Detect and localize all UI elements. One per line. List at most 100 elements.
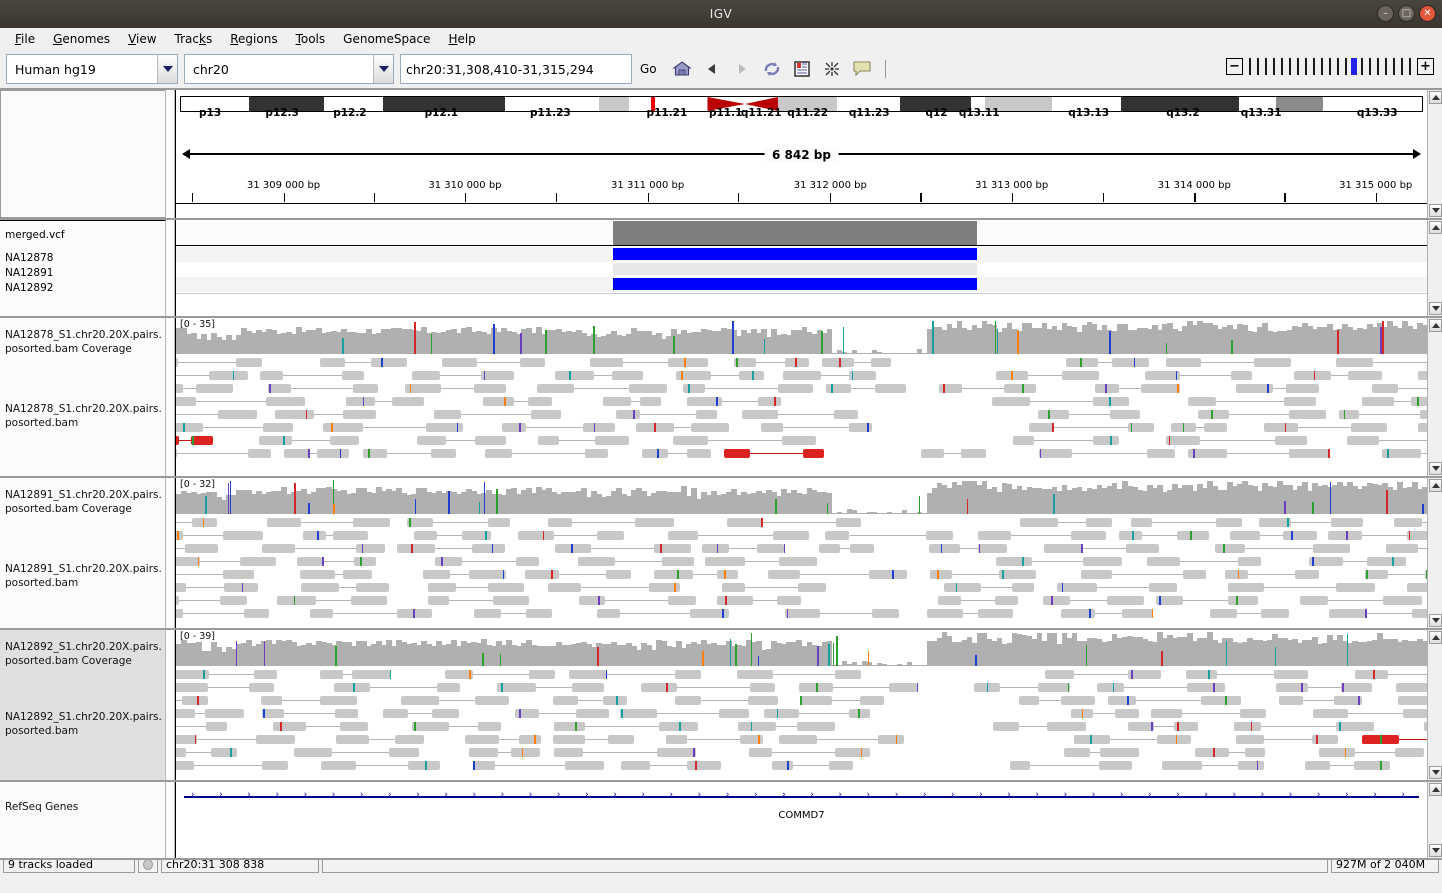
zoom-tick-9[interactable] [1310, 57, 1318, 75]
alignment-read-row[interactable] [176, 384, 1427, 393]
alignment-read-row[interactable] [176, 696, 1427, 705]
chevron-down-icon[interactable] [157, 55, 177, 83]
scroll-up-icon[interactable] [1429, 783, 1442, 796]
read[interactable] [468, 570, 507, 579]
read[interactable] [781, 436, 817, 445]
read[interactable] [756, 544, 785, 553]
read[interactable] [1328, 531, 1362, 540]
read[interactable] [871, 609, 900, 618]
read[interactable] [1201, 696, 1241, 705]
read[interactable] [1236, 384, 1274, 393]
read[interactable] [1109, 410, 1140, 419]
read[interactable] [400, 696, 439, 705]
read[interactable] [716, 596, 754, 605]
read[interactable] [834, 670, 862, 679]
read[interactable] [833, 410, 859, 419]
genome-selector[interactable]: Human hg19 [6, 54, 178, 84]
read[interactable] [176, 436, 180, 445]
read[interactable] [330, 436, 360, 445]
read[interactable] [721, 583, 745, 592]
read[interactable] [849, 371, 877, 380]
read[interactable] [798, 583, 826, 592]
read[interactable] [1106, 596, 1144, 605]
zoom-tick-2[interactable] [1254, 57, 1262, 75]
read[interactable] [1244, 748, 1266, 757]
vcf-variant-row[interactable] [176, 221, 1427, 246]
alignment-read-row[interactable] [176, 570, 1427, 579]
read[interactable] [370, 358, 407, 367]
read[interactable] [1121, 609, 1154, 618]
read[interactable] [1118, 531, 1142, 540]
read[interactable] [757, 397, 782, 406]
read[interactable] [1057, 583, 1097, 592]
read[interactable] [352, 518, 391, 527]
read[interactable] [1383, 596, 1422, 605]
chromosome-selector[interactable]: chr20 [184, 54, 394, 84]
refseq-scrollbar[interactable] [1427, 782, 1442, 858]
read[interactable] [736, 670, 773, 679]
read[interactable] [818, 544, 840, 553]
read[interactable] [321, 761, 356, 770]
read[interactable] [683, 384, 705, 393]
read[interactable] [417, 436, 446, 445]
read[interactable] [1187, 397, 1216, 406]
read[interactable] [1264, 423, 1299, 432]
refseq-data-panel[interactable]: COMMD7 › › › › › › › › › › › › › › › › › › › › › › › › › › › › › › › › ›… [175, 782, 1427, 858]
read[interactable] [773, 531, 809, 540]
read[interactable] [589, 358, 623, 367]
read[interactable] [761, 423, 784, 432]
read[interactable] [849, 544, 874, 553]
read[interactable] [1064, 748, 1091, 757]
read[interactable] [1176, 531, 1209, 540]
read[interactable] [176, 423, 203, 432]
go-button[interactable]: Go [640, 62, 657, 76]
read[interactable] [667, 358, 708, 367]
read[interactable] [1224, 570, 1248, 579]
read[interactable] [649, 583, 680, 592]
read[interactable] [1419, 410, 1427, 419]
read[interactable] [1166, 358, 1202, 367]
coverage-track-2[interactable]: [0 - 39] [176, 630, 1427, 666]
read[interactable] [1237, 557, 1261, 566]
zoom-tick-7[interactable] [1294, 57, 1302, 75]
vcf-names-panel[interactable]: merged.vcf NA12878 NA12891 NA12892 [0, 220, 166, 316]
read[interactable] [1061, 371, 1100, 380]
read[interactable] [802, 449, 824, 458]
read[interactable] [1183, 570, 1207, 579]
read[interactable] [176, 683, 209, 692]
read[interactable] [717, 570, 739, 579]
read[interactable] [427, 596, 450, 605]
scroll-down-icon[interactable] [1429, 766, 1442, 779]
read[interactable] [518, 735, 541, 744]
zoom-tick-14[interactable] [1350, 57, 1358, 75]
read[interactable] [1146, 557, 1180, 566]
read[interactable] [1092, 436, 1119, 445]
read[interactable] [1333, 696, 1362, 705]
read[interactable] [1114, 709, 1140, 718]
scroll-down-icon[interactable] [1429, 844, 1442, 857]
read[interactable] [1157, 735, 1192, 744]
read[interactable] [1216, 518, 1243, 527]
zoom-tick-19[interactable] [1390, 57, 1398, 75]
read[interactable] [176, 709, 195, 718]
read[interactable] [406, 518, 433, 527]
read[interactable] [482, 397, 515, 406]
read[interactable] [340, 722, 368, 731]
read[interactable] [1329, 609, 1366, 618]
zoom-tick-17[interactable] [1374, 57, 1382, 75]
read[interactable] [1128, 670, 1162, 679]
read[interactable] [1423, 722, 1427, 731]
read[interactable] [1144, 371, 1180, 380]
read[interactable] [465, 735, 499, 744]
alignment-read-row[interactable] [176, 722, 1427, 731]
read[interactable] [518, 531, 555, 540]
read[interactable] [778, 384, 814, 393]
read[interactable] [596, 531, 625, 540]
read[interactable] [259, 371, 284, 380]
read[interactable] [176, 670, 209, 679]
read[interactable] [639, 397, 661, 406]
read[interactable] [1237, 761, 1265, 770]
read[interactable] [977, 544, 1007, 553]
read[interactable] [383, 709, 409, 718]
read[interactable] [333, 683, 371, 692]
